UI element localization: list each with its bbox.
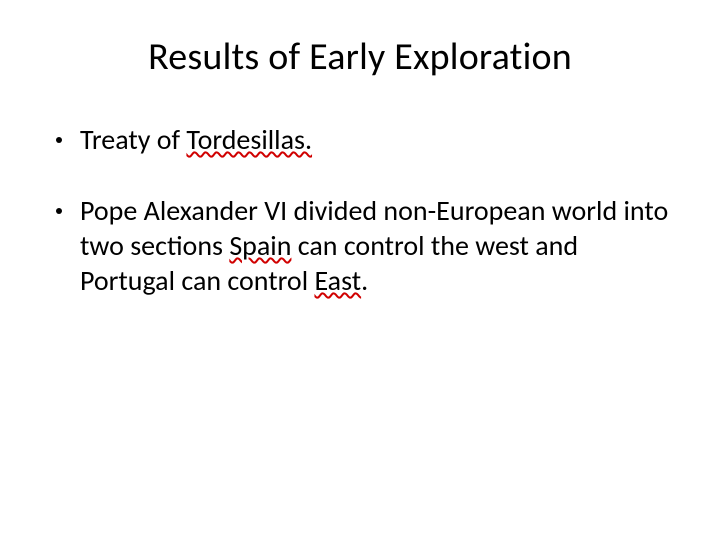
squiggle-text: East <box>314 263 361 298</box>
plain-text: Treaty of <box>80 122 186 157</box>
bullet-marker-icon <box>56 137 62 143</box>
bullet-item: Treaty of Tordesillas. <box>56 122 672 157</box>
plain-text: . <box>361 263 368 298</box>
slide-title: Results of Early Exploration <box>48 34 672 80</box>
bullet-marker-icon <box>56 208 62 214</box>
bullet-item: Pope Alexander VI divided non-European w… <box>56 193 672 298</box>
bullet-text: Treaty of Tordesillas. <box>80 122 672 157</box>
slide-container: Results of Early Exploration Treaty of T… <box>0 0 720 540</box>
squiggle-text: Tordesillas. <box>186 122 312 157</box>
squiggle-text: Spain <box>229 228 291 263</box>
bullet-text: Pope Alexander VI divided non-European w… <box>80 193 672 298</box>
bullet-list: Treaty of Tordesillas. Pope Alexander VI … <box>48 122 672 298</box>
